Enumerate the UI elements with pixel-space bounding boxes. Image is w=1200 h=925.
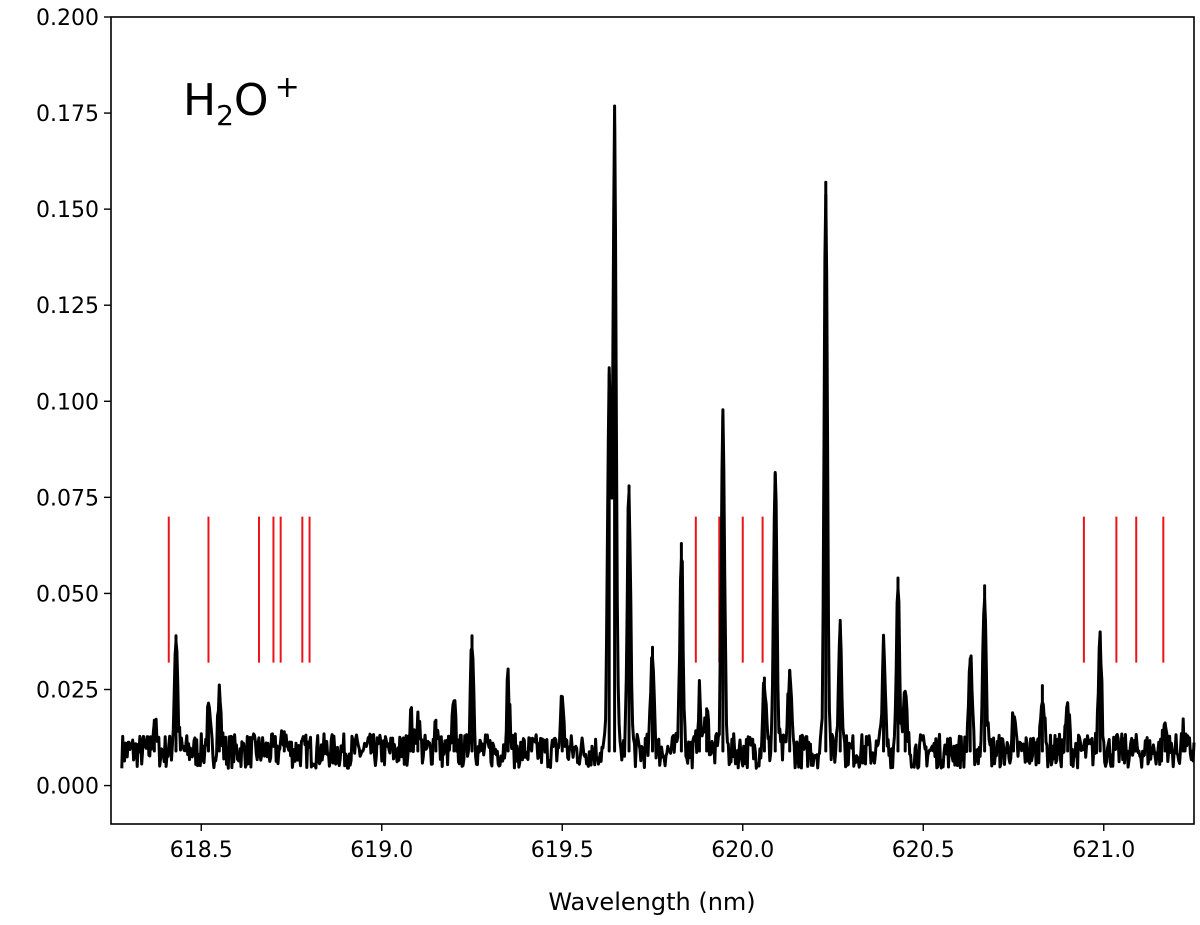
molecule-annotation: H2O + bbox=[183, 70, 300, 132]
y-tick-label: 0.000 bbox=[36, 775, 99, 800]
x-tick-label: 620.5 bbox=[892, 838, 955, 863]
y-tick-label: 0.050 bbox=[36, 582, 99, 607]
x-tick-label: 619.0 bbox=[350, 838, 413, 863]
annotation-superscript: + bbox=[275, 70, 300, 105]
spectrum-series bbox=[120, 104, 1196, 770]
annotation-subscript: 2 bbox=[216, 99, 234, 132]
y-tick-label: 0.025 bbox=[36, 679, 99, 704]
plot-frame bbox=[110, 16, 1195, 825]
x-tick-label: 619.5 bbox=[531, 838, 594, 863]
spectrum-line bbox=[120, 104, 1196, 770]
annotation-base: H bbox=[183, 75, 216, 126]
y-axis: 0.000 0.025 0.050 0.075 0.100 0.125 0.150 0.175… bbox=[36, 6, 111, 800]
marker-lines bbox=[167, 516, 1165, 663]
x-tick-label: 618.5 bbox=[170, 838, 233, 863]
x-tick-label: 620.0 bbox=[711, 838, 774, 863]
annotation-main: O bbox=[234, 75, 269, 126]
y-tick-label: 0.175 bbox=[36, 102, 99, 127]
y-tick-label: 0.150 bbox=[36, 198, 99, 223]
y-tick-label: 0.200 bbox=[36, 6, 99, 31]
x-tick-label: 621.0 bbox=[1072, 838, 1135, 863]
y-tick-label: 0.075 bbox=[36, 486, 99, 511]
y-tick-label: 0.100 bbox=[36, 390, 99, 415]
x-axis-title: Wavelength (nm) bbox=[548, 888, 755, 916]
y-tick-label: 0.125 bbox=[36, 294, 99, 319]
x-axis: 618.5 619.0 619.5 620.0 620.5 621.0 bbox=[170, 824, 1135, 863]
